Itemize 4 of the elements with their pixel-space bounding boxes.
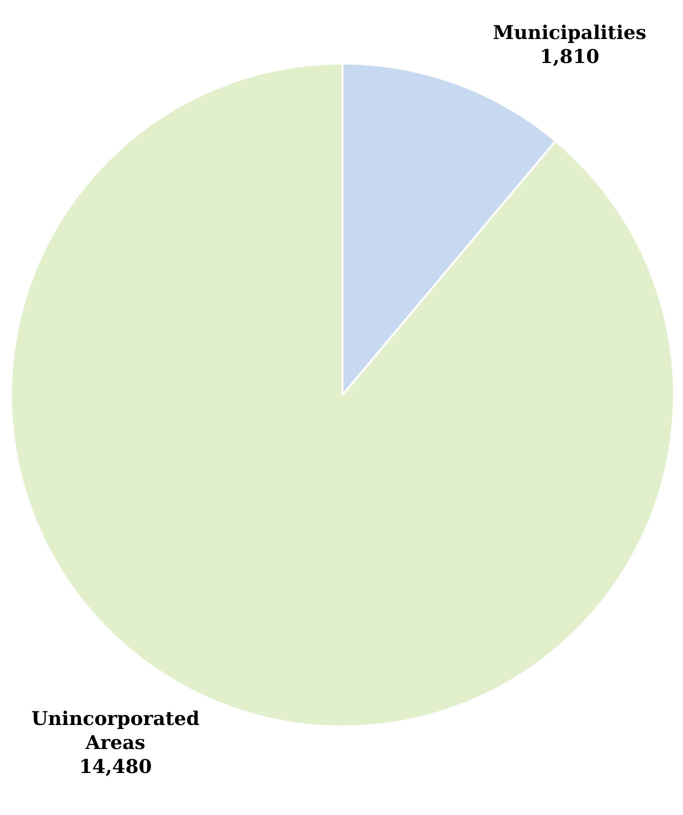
data-label: 1,810	[540, 46, 600, 68]
slice-label: Municipalities	[492, 22, 646, 44]
slice-label: Unincorporated Areas	[31, 708, 200, 754]
data-label: 14,480	[79, 756, 152, 778]
